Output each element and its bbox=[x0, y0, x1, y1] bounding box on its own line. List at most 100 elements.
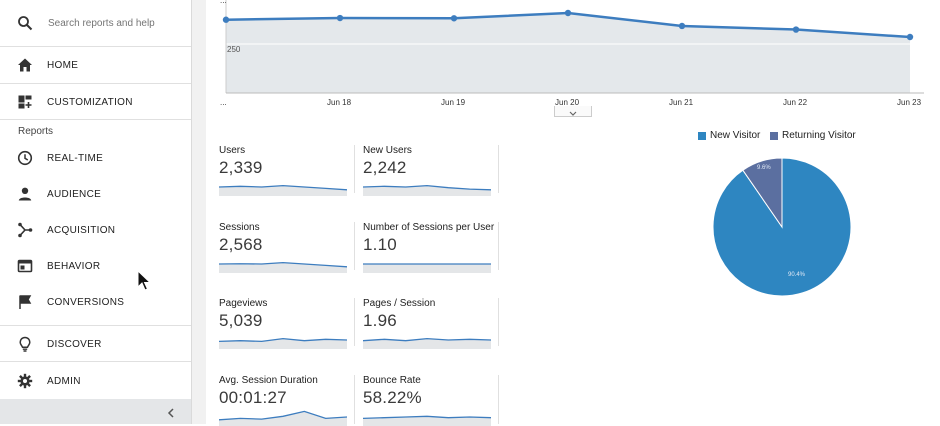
divider bbox=[0, 325, 191, 326]
metric-new-users[interactable]: New Users 2,242 bbox=[363, 145, 491, 196]
scroll-gutter bbox=[192, 0, 206, 424]
metric-sparkline bbox=[363, 184, 491, 196]
divider bbox=[498, 375, 499, 424]
browser-window-icon bbox=[15, 256, 35, 276]
metric-name: Pages / Session bbox=[363, 298, 436, 309]
pie-label-returning: 9.6% bbox=[757, 165, 771, 171]
legend-swatch bbox=[770, 131, 778, 140]
x-tick: Jun 18 bbox=[327, 98, 352, 107]
nav-label: ADMIN bbox=[47, 375, 81, 387]
trend-point[interactable] bbox=[222, 16, 230, 23]
gear-icon bbox=[15, 371, 35, 391]
sparkline-area bbox=[219, 185, 347, 196]
metric-value: 1.10 bbox=[363, 235, 397, 254]
nav-label: CONVERSIONS bbox=[47, 296, 125, 308]
metric-pageviews[interactable]: Pageviews 5,039 bbox=[219, 298, 347, 349]
sparkline-line bbox=[219, 337, 347, 343]
divider bbox=[0, 83, 191, 84]
chevron-left-icon[interactable] bbox=[164, 406, 178, 420]
metric-bounce-rate[interactable]: Bounce Rate 58.22% bbox=[363, 375, 491, 426]
nav-label: AUDIENCE bbox=[47, 188, 102, 200]
metric-value: 58.22% bbox=[363, 388, 422, 407]
sparkline-line bbox=[363, 337, 491, 342]
nav-item-home[interactable]: HOME bbox=[0, 53, 191, 77]
reports-heading: Reports bbox=[18, 126, 54, 137]
search-bar[interactable]: Search reports and help bbox=[0, 11, 191, 35]
legend-new-visitor[interactable]: New Visitor bbox=[698, 130, 760, 141]
sidebar-footer bbox=[0, 399, 191, 424]
nav-label: ACQUISITION bbox=[47, 224, 116, 236]
home-icon bbox=[15, 55, 35, 75]
visitor-pie-chart bbox=[712, 157, 852, 297]
nav-item-discover[interactable]: DISCOVER bbox=[0, 332, 191, 356]
legend-label: Returning Visitor bbox=[782, 130, 856, 141]
metric-sparkline bbox=[219, 337, 347, 349]
lightbulb-icon bbox=[15, 334, 35, 354]
x-tick: Jun 21 bbox=[669, 98, 694, 107]
metric-sparkline bbox=[363, 415, 491, 426]
nav-label: REAL-TIME bbox=[47, 152, 104, 164]
sparkline-line bbox=[219, 410, 347, 421]
trend-top-label: ... bbox=[220, 0, 227, 5]
trend-area bbox=[226, 13, 910, 93]
trend-point[interactable] bbox=[906, 33, 914, 41]
y-axis-label: 250 bbox=[227, 45, 241, 54]
search-input[interactable]: Search reports and help bbox=[48, 17, 155, 29]
metric-name: Avg. Session Duration bbox=[219, 375, 318, 386]
pie-slice-returning-visitor[interactable] bbox=[742, 157, 783, 229]
nav-label: CUSTOMIZATION bbox=[47, 96, 133, 108]
nav-item-customization[interactable]: CUSTOMIZATION bbox=[0, 90, 191, 114]
nav-label: BEHAVIOR bbox=[47, 260, 101, 272]
sparkline-line bbox=[219, 184, 347, 191]
legend-returning-visitor[interactable]: Returning Visitor bbox=[770, 130, 856, 141]
metric-pages-per-session[interactable]: Pages / Session 1.96 bbox=[363, 298, 491, 349]
divider bbox=[0, 361, 191, 362]
search-icon bbox=[15, 13, 35, 33]
x-tick: Jun 19 bbox=[441, 98, 466, 107]
metric-name: Sessions bbox=[219, 222, 260, 233]
sparkline-line bbox=[363, 415, 491, 420]
dashboard-icon bbox=[15, 92, 35, 112]
metric-sparkline bbox=[219, 410, 347, 426]
nav-item-conversions[interactable]: CONVERSIONS bbox=[0, 290, 191, 314]
nav-item-acquisition[interactable]: ACQUISITION bbox=[0, 218, 191, 242]
metric-users[interactable]: Users 2,339 bbox=[219, 145, 347, 196]
metric-name: Pageviews bbox=[219, 298, 268, 309]
sidebar: Search reports and help HOME CUSTOMIZATI… bbox=[0, 0, 192, 424]
metric-name: Number of Sessions per User bbox=[363, 222, 495, 233]
flag-icon bbox=[15, 292, 35, 312]
nav-item-behavior[interactable]: BEHAVIOR bbox=[0, 254, 191, 278]
metric-sparkline bbox=[363, 337, 491, 349]
legend-label: New Visitor bbox=[710, 130, 761, 141]
metric-value: 2,568 bbox=[219, 235, 263, 254]
metric-avg-session-duration[interactable]: Avg. Session Duration 00:01:27 bbox=[219, 375, 347, 426]
divider bbox=[354, 145, 355, 193]
metric-value: 2,242 bbox=[363, 158, 407, 177]
divider bbox=[0, 119, 191, 120]
divider bbox=[498, 145, 499, 193]
mouse-cursor-icon bbox=[137, 270, 151, 291]
trend-point[interactable] bbox=[450, 15, 458, 22]
x-tick: ... bbox=[220, 98, 227, 107]
nav-item-audience[interactable]: AUDIENCE bbox=[0, 182, 191, 206]
metric-name: Users bbox=[219, 145, 246, 156]
trend-point[interactable] bbox=[564, 9, 572, 17]
metric-value: 2,339 bbox=[219, 158, 263, 177]
divider bbox=[354, 222, 355, 270]
divider bbox=[498, 298, 499, 346]
nav-label: HOME bbox=[47, 59, 79, 71]
report-main: ... 250 ... Jun 18 Jun 19 Jun 20 Jun 21 … bbox=[206, 0, 940, 426]
trend-point[interactable] bbox=[792, 26, 800, 33]
metric-name: Bounce Rate bbox=[363, 375, 421, 386]
x-tick: Jun 22 bbox=[783, 98, 808, 107]
nav-item-realtime[interactable]: REAL-TIME bbox=[0, 146, 191, 170]
chart-collapse-toggle[interactable] bbox=[554, 106, 592, 117]
metric-sessions[interactable]: Sessions 2,568 bbox=[219, 222, 347, 273]
trend-point[interactable] bbox=[336, 14, 344, 22]
nav-item-admin[interactable]: ADMIN bbox=[0, 369, 191, 393]
chevron-down-icon bbox=[569, 111, 577, 116]
metric-sessions-per-user[interactable]: Number of Sessions per User 1.10 bbox=[363, 222, 495, 273]
trend-point[interactable] bbox=[678, 22, 686, 30]
metric-value: 1.96 bbox=[363, 311, 397, 330]
sparkline-area bbox=[363, 185, 491, 196]
